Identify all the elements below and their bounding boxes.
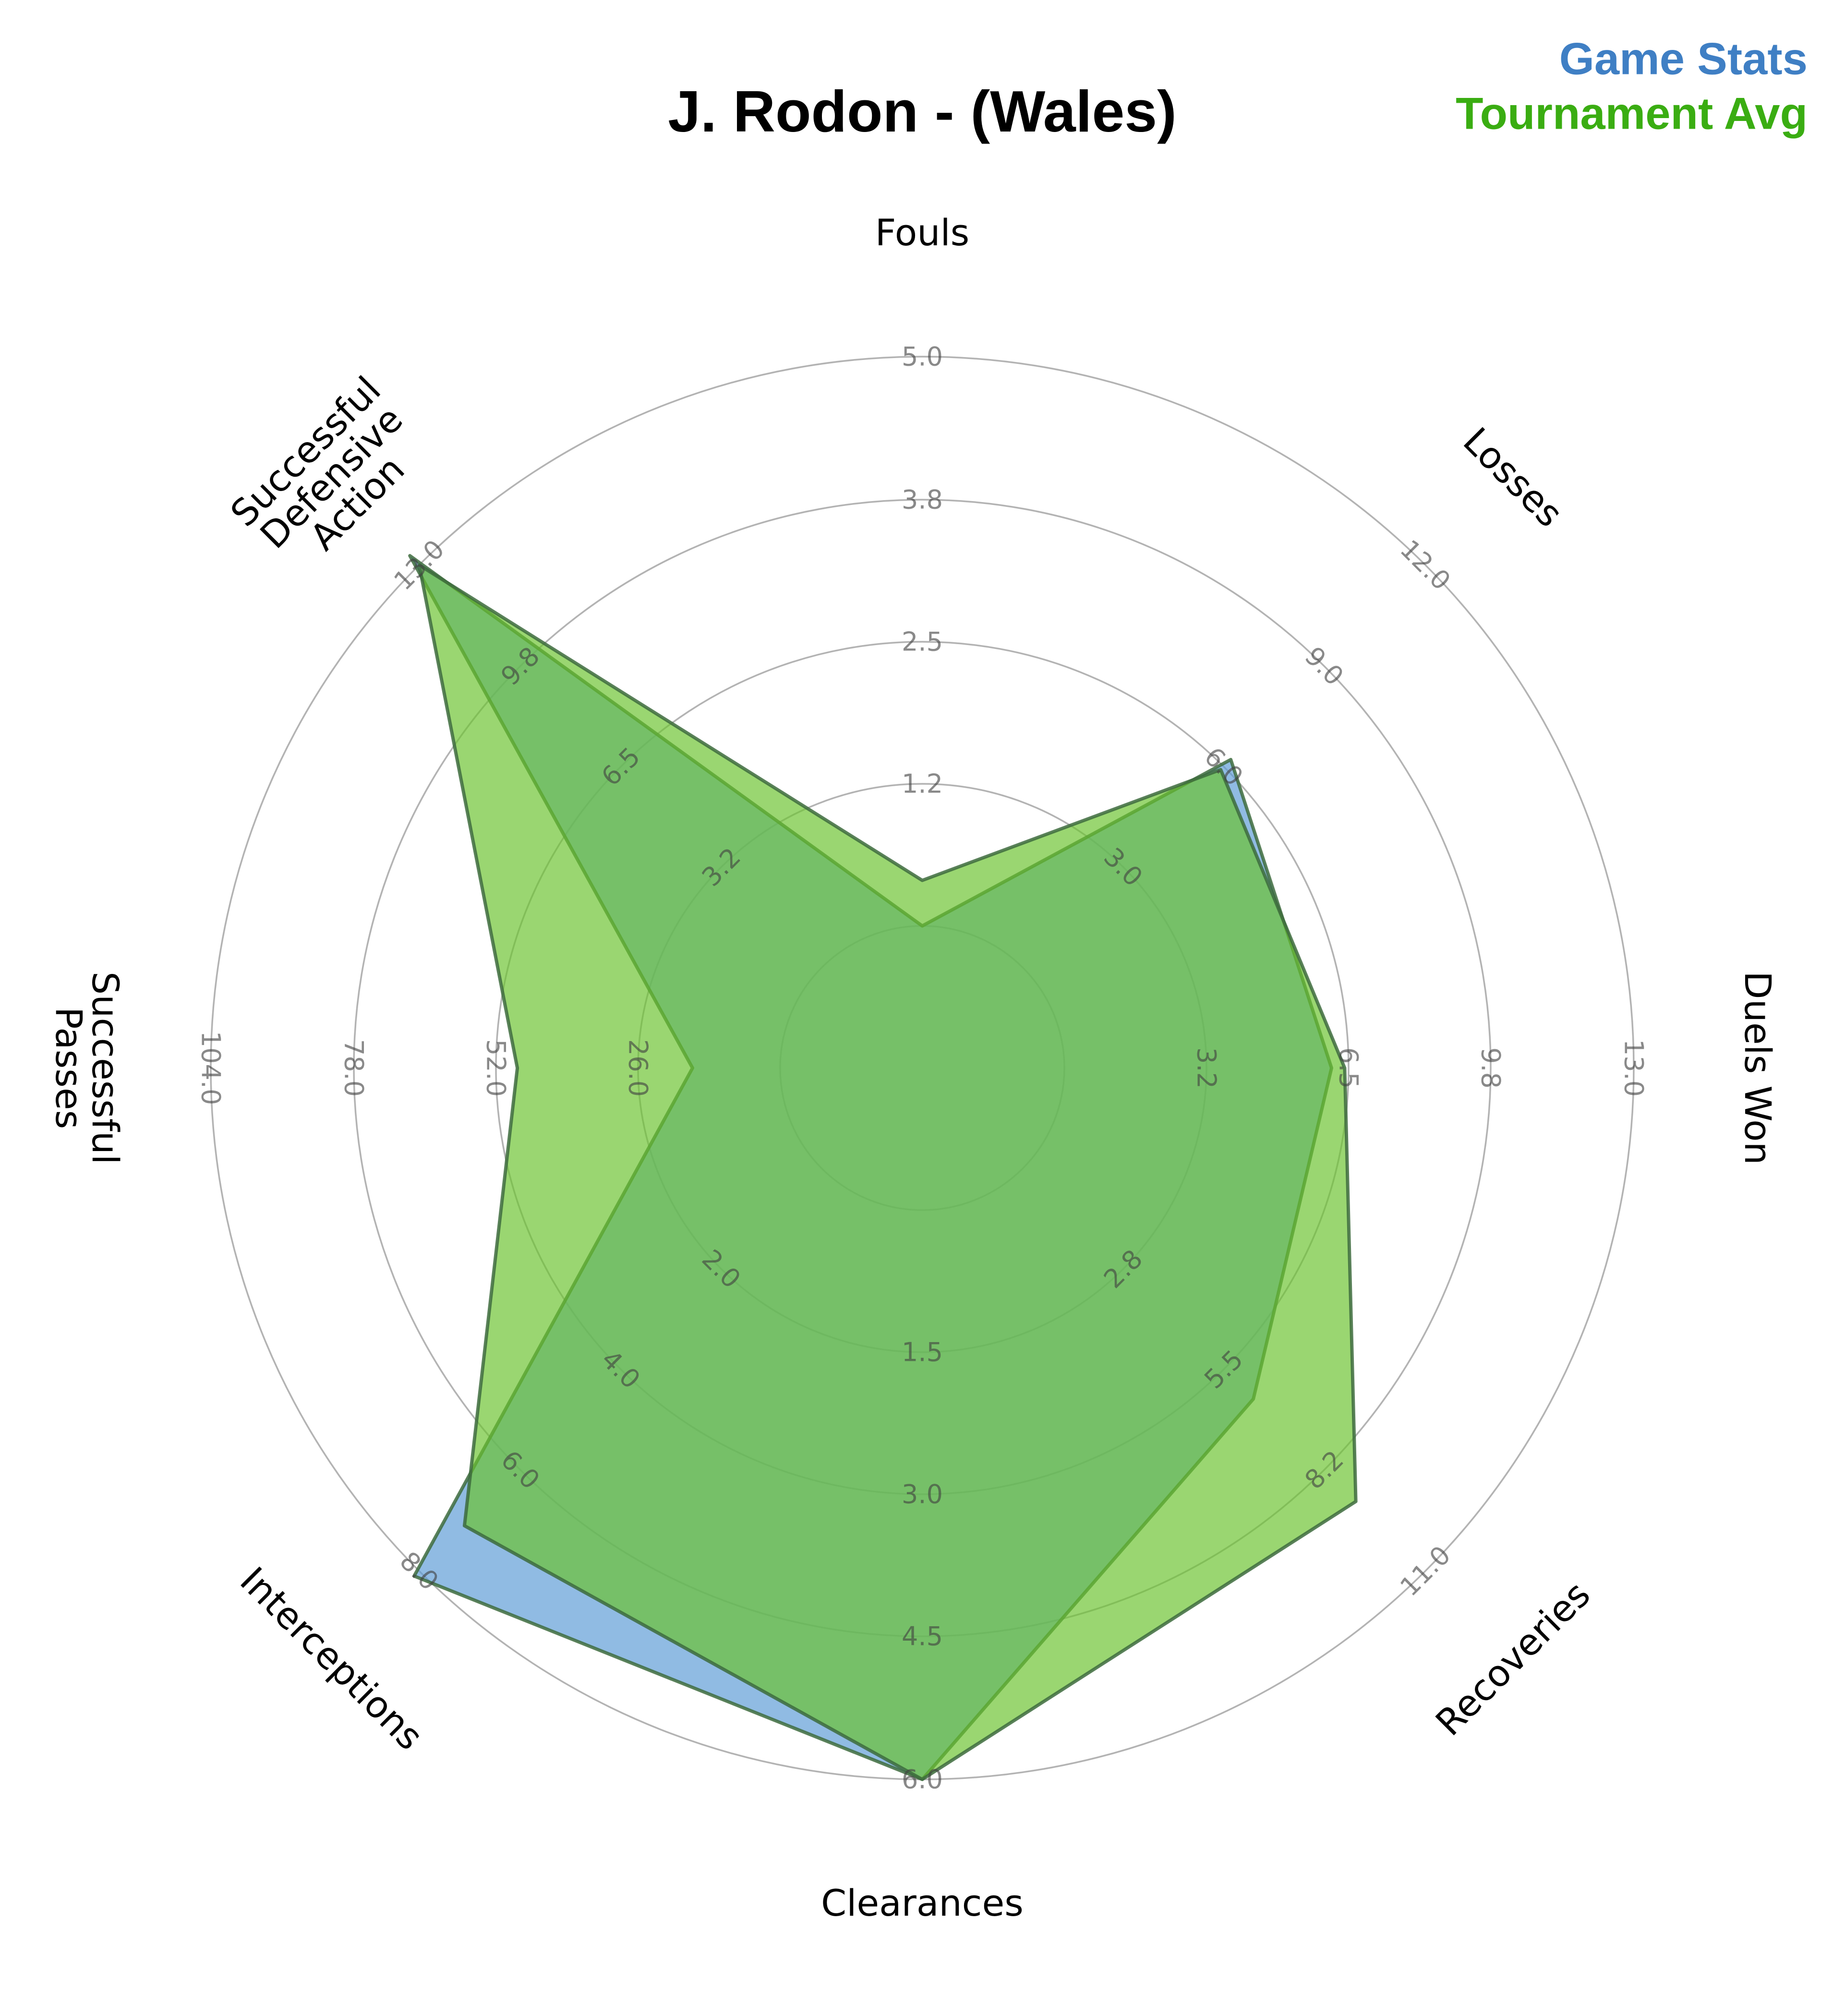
tick-label-clearances: 1.5 bbox=[902, 1337, 943, 1368]
axis-label-interceptions: Interceptions bbox=[232, 1559, 432, 1758]
axis-label-duels-won: Duels Won bbox=[1736, 971, 1779, 1165]
legend-item-tournament-avg: Tournament Avg bbox=[1456, 88, 1808, 139]
tick-label-duels-won: 3.2 bbox=[1192, 1047, 1222, 1089]
axis-label-successful-passes: SuccessfulPasses bbox=[48, 972, 127, 1164]
axis-label-successful-defensive-action: SuccessfulDefensiveAction bbox=[222, 368, 441, 587]
tick-label-fouls: 5.0 bbox=[902, 342, 943, 372]
tick-label-fouls: 3.8 bbox=[902, 485, 943, 515]
tick-label-successful-passes: 104.0 bbox=[196, 1031, 226, 1105]
tick-label-clearances: 4.5 bbox=[902, 1621, 943, 1652]
tick-label-duels-won: 6.5 bbox=[1334, 1047, 1364, 1089]
axis-label-clearances: Clearances bbox=[821, 1882, 1024, 1924]
series-tournament-avg bbox=[417, 563, 1358, 1781]
tick-label-clearances: 6.0 bbox=[902, 1764, 943, 1795]
tick-label-successful-passes: 26.0 bbox=[623, 1039, 653, 1097]
chart-title: J. Rodon - (Wales) bbox=[668, 79, 1177, 144]
tick-label-fouls: 2.5 bbox=[902, 627, 943, 657]
axis-label-recoveries: Recoveries bbox=[1427, 1573, 1598, 1744]
tick-label-duels-won: 13.0 bbox=[1619, 1039, 1649, 1097]
axis-label-losses: Losses bbox=[1455, 419, 1571, 535]
tick-label-clearances: 3.0 bbox=[902, 1479, 943, 1510]
tick-labels: 1.22.53.85.03.06.09.012.03.2 6.5 9.8 13.02.… bbox=[196, 342, 1649, 1795]
axis-label-fouls: Fouls bbox=[875, 211, 969, 254]
tick-label-successful-passes: 78.0 bbox=[339, 1039, 369, 1097]
legend-item-game-stats: Game Stats bbox=[1559, 34, 1808, 84]
tick-label-fouls: 1.2 bbox=[902, 769, 943, 799]
tick-label-duels-won: 9.8 bbox=[1476, 1047, 1506, 1089]
radar-series bbox=[408, 554, 1358, 1781]
tick-label-successful-passes: 52.0 bbox=[481, 1039, 511, 1097]
